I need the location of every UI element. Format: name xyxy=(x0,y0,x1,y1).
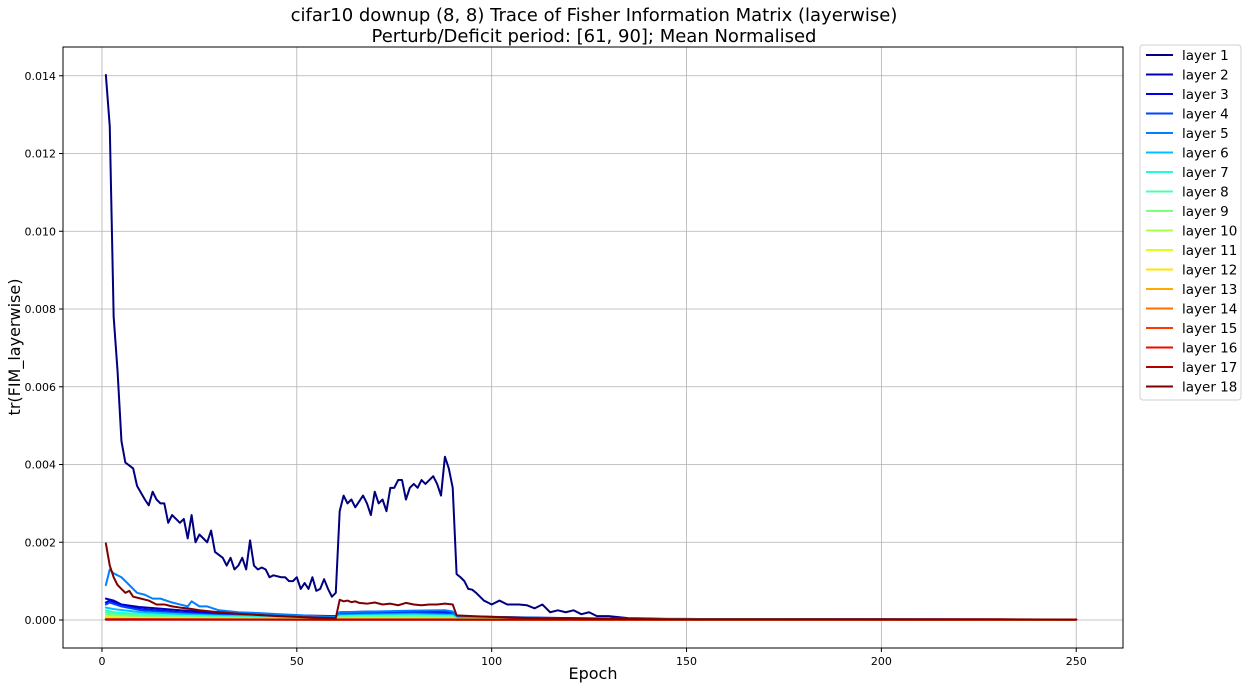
series-line-layer-18 xyxy=(104,542,1078,621)
x-axis: 0 50 100 150 200 250 xyxy=(98,648,1087,668)
legend-label: layer 10 xyxy=(1182,224,1237,240)
chart-title: cifar10 downup (8, 8) Trace of Fisher In… xyxy=(291,5,898,26)
y-axis-label: tr(FIM_layerwise) xyxy=(5,279,25,416)
legend-items: layer 1 layer 2 layer 3 layer 4 layer 5 layer… xyxy=(1146,48,1237,396)
series-group xyxy=(104,73,1078,621)
y-tick-label: 0.008 xyxy=(25,303,57,316)
legend-label: layer 6 xyxy=(1182,146,1229,162)
legend-label: layer 11 xyxy=(1182,243,1237,259)
x-tick-label: 150 xyxy=(676,655,697,668)
y-tick-label: 0.014 xyxy=(25,70,57,83)
x-tick-label: 200 xyxy=(871,655,892,668)
series-line-layer-1 xyxy=(104,73,1078,621)
legend-label: layer 7 xyxy=(1182,165,1229,181)
legend-label: layer 15 xyxy=(1182,321,1237,337)
grid-lines xyxy=(63,47,1123,648)
y-tick-label: 0.002 xyxy=(25,536,57,549)
legend-label: layer 14 xyxy=(1182,302,1237,318)
legend-label: layer 12 xyxy=(1182,263,1237,279)
legend-label: layer 16 xyxy=(1182,341,1237,357)
legend-label: layer 18 xyxy=(1182,380,1237,396)
x-tick-label: 100 xyxy=(481,655,502,668)
y-tick-label: 0.004 xyxy=(25,459,57,472)
legend-label: layer 8 xyxy=(1182,185,1229,201)
x-tick-label: 50 xyxy=(290,655,304,668)
legend-label: layer 9 xyxy=(1182,204,1229,220)
plot-frame xyxy=(62,46,1124,649)
legend: layer 1 layer 2 layer 3 layer 4 layer 5 layer… xyxy=(1139,44,1242,401)
series-line-layer-5 xyxy=(104,568,1078,621)
y-tick-label: 0.006 xyxy=(25,381,57,394)
y-tick-label: 0.010 xyxy=(25,225,57,238)
legend-label: layer 2 xyxy=(1182,68,1229,84)
x-tick-label: 250 xyxy=(1066,655,1087,668)
y-tick-label: 0.000 xyxy=(25,614,57,627)
x-axis-label: Epoch xyxy=(569,664,618,683)
y-tick-label: 0.012 xyxy=(25,148,57,161)
legend-label: layer 4 xyxy=(1182,107,1229,123)
y-axis: 0.000 0.002 0.004 0.006 0.008 0.010 0.012 0.014 xyxy=(25,70,63,627)
legend-label: layer 17 xyxy=(1182,360,1237,376)
x-tick-label: 0 xyxy=(98,655,105,668)
legend-label: layer 13 xyxy=(1182,282,1237,298)
legend-label: layer 3 xyxy=(1182,87,1229,103)
legend-label: layer 1 xyxy=(1182,48,1229,64)
legend-label: layer 5 xyxy=(1182,126,1229,142)
chart-subtitle: Perturb/Deficit period: [61, 90]; Mean N… xyxy=(372,26,817,47)
